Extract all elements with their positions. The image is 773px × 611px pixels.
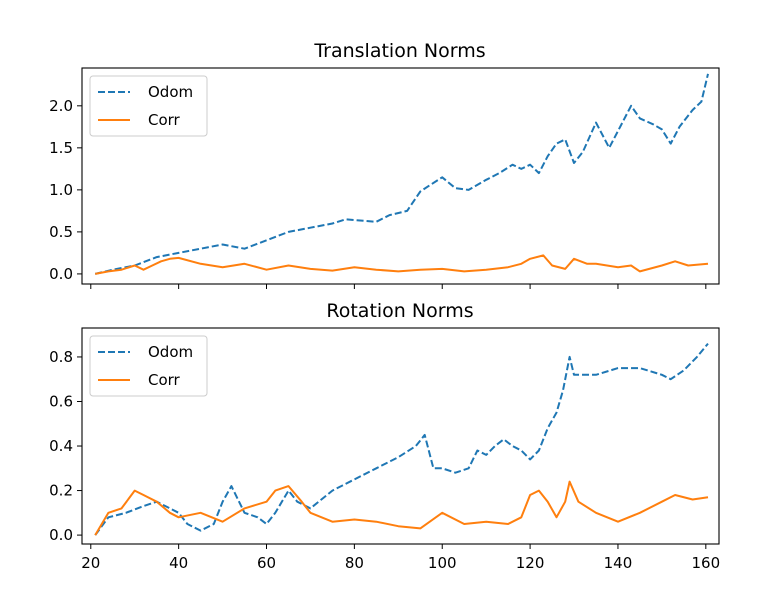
- axes-frame: [81, 327, 720, 545]
- y-tick-label: 0.4: [49, 437, 73, 455]
- panel-title: Translation Norms: [313, 40, 485, 62]
- translation-norms-panel: Translation Norms 0.0 0.5 1.0 1.5 2.0 Odom C…: [49, 40, 720, 289]
- legend-label-odom: Odom: [148, 343, 193, 361]
- x-tick-label: 20: [81, 554, 100, 572]
- series-layer: [94, 73, 709, 275]
- legend: Odom Corr: [89, 335, 208, 397]
- y-tick-label: 0.0: [49, 265, 73, 283]
- y-ticks: 0.0 0.5 1.0 1.5 2.0: [49, 97, 82, 283]
- y-tick-label: 0.0: [49, 526, 73, 544]
- panel-title: Rotation Norms: [326, 300, 473, 322]
- x-ticks: 20 40 60 80 100 120 140 160: [81, 544, 720, 572]
- x-tick-label: 80: [345, 554, 364, 572]
- y-tick-label: 1.0: [49, 181, 73, 199]
- series-layer: [94, 342, 709, 536]
- series-line-odom: [94, 342, 709, 536]
- rotation-norms-panel: Rotation Norms 20 40 60 80 100 120 140 160 0.00…: [49, 300, 720, 572]
- x-tick-label: 140: [604, 554, 633, 572]
- y-tick-label: 2.0: [49, 97, 73, 115]
- y-tick-label: 0.8: [49, 348, 73, 366]
- legend-label-corr: Corr: [148, 111, 181, 129]
- x-tick-label: 40: [169, 554, 188, 572]
- y-tick-label: 1.5: [49, 139, 73, 157]
- legend-label-odom: Odom: [148, 83, 193, 101]
- y-tick-label: 0.2: [49, 482, 73, 500]
- legend-label-corr: Corr: [148, 371, 181, 389]
- series-line-corr: [94, 480, 709, 536]
- x-tick-label: 120: [516, 554, 545, 572]
- y-ticks: 0.0 0.2 0.4 0.6 0.8: [49, 348, 82, 544]
- y-tick-label: 0.5: [49, 223, 73, 241]
- x-tick-label: 100: [428, 554, 457, 572]
- x-tick-label: 60: [257, 554, 276, 572]
- legend: Odom Corr: [89, 75, 208, 137]
- y-tick-label: 0.6: [49, 392, 73, 410]
- x-tick-label: 160: [692, 554, 721, 572]
- axes-frame: [81, 67, 720, 285]
- x-ticks: [90, 284, 707, 289]
- series-line-corr: [95, 254, 709, 275]
- series-line-odom: [94, 73, 709, 275]
